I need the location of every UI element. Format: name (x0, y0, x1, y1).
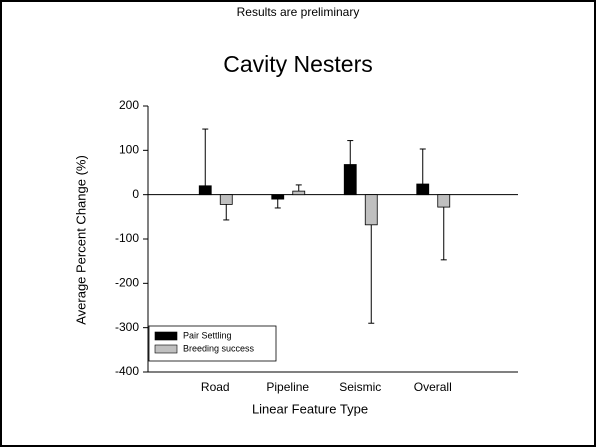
x-tick-label: Road (201, 380, 230, 394)
bar (271, 194, 285, 200)
legend-label: Breeding success (183, 343, 255, 353)
error-bar (347, 140, 354, 165)
bar (416, 183, 430, 196)
y-tick-label: 0 (132, 187, 139, 201)
legend-label: Pair Settling (183, 330, 232, 340)
x-tick-label: Overall (414, 380, 452, 394)
y-tick-label: -300 (115, 320, 139, 334)
bar (198, 185, 212, 196)
y-axis-label: Average Percent Change (%) (73, 155, 88, 325)
error-bar (223, 204, 230, 221)
error-bar (295, 184, 302, 192)
error-bar (440, 207, 447, 261)
bar (437, 194, 451, 208)
bar (364, 194, 378, 226)
bar (343, 164, 357, 196)
error-bar (368, 224, 375, 324)
y-tick-label: 100 (119, 143, 139, 157)
note: Results are preliminary (237, 5, 360, 19)
error-bar (419, 148, 426, 185)
y-tick-label: -200 (115, 276, 139, 290)
bar (292, 190, 306, 196)
error-bar (202, 128, 209, 186)
legend-swatch (154, 331, 178, 341)
chart-title: Cavity Nesters (223, 51, 373, 77)
legend-swatch (154, 344, 178, 354)
y-tick-label: -100 (115, 231, 139, 245)
bar (219, 194, 233, 205)
y-tick-label: -400 (115, 364, 139, 378)
x-axis-label: Linear Feature Type (252, 401, 368, 416)
x-tick-label: Seismic (339, 380, 381, 394)
error-bar (274, 199, 281, 209)
x-tick-label: Pipeline (266, 380, 309, 394)
y-tick-label: 200 (119, 98, 139, 112)
